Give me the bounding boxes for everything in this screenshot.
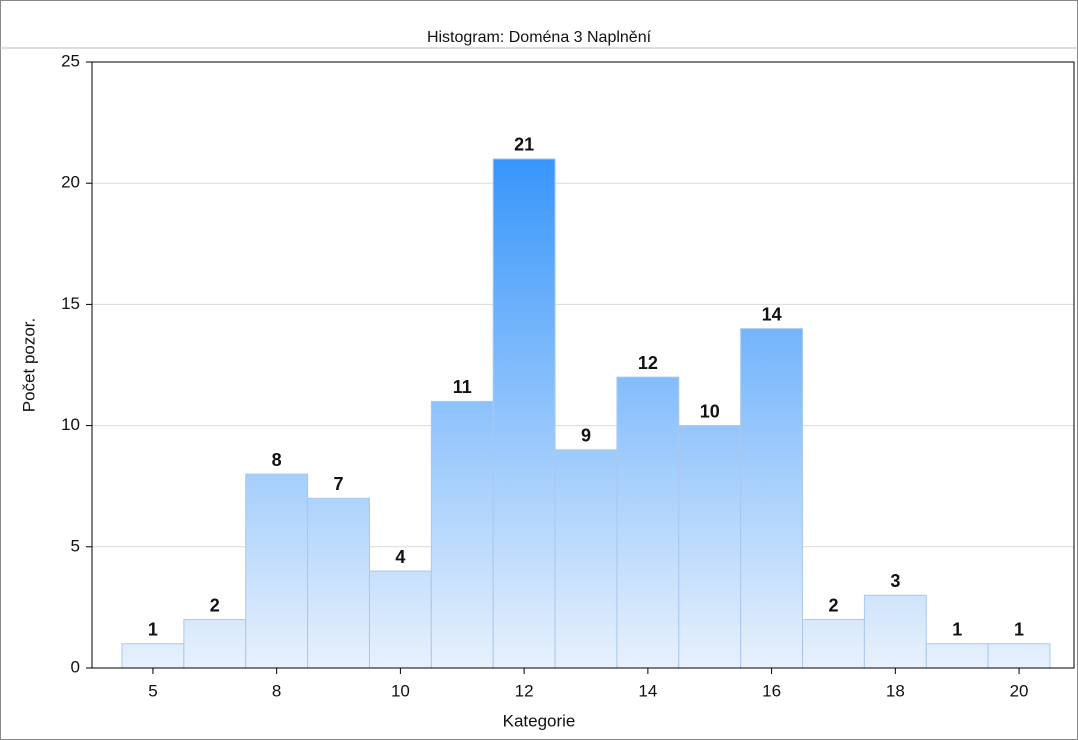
value-label: 12 xyxy=(638,353,658,373)
x-tick-label: 12 xyxy=(515,681,534,700)
y-tick-label: 25 xyxy=(61,51,80,70)
bar xyxy=(987,643,1051,669)
y-tick-label: 5 xyxy=(71,536,80,555)
value-label: 11 xyxy=(453,377,472,397)
bar xyxy=(307,497,370,669)
bar xyxy=(925,643,989,669)
y-tick-label: 20 xyxy=(61,173,80,192)
bar xyxy=(492,158,556,669)
value-label: 10 xyxy=(700,401,720,421)
value-label: 21 xyxy=(514,135,534,155)
value-label: 9 xyxy=(581,426,591,446)
value-label: 3 xyxy=(890,571,900,591)
bar xyxy=(863,594,927,669)
bar xyxy=(245,473,309,669)
bar xyxy=(368,570,432,669)
bar xyxy=(121,643,185,669)
y-tick-label: 15 xyxy=(61,294,80,313)
value-label: 14 xyxy=(762,304,782,324)
plot-border xyxy=(91,61,1075,669)
value-label: 2 xyxy=(828,595,838,615)
x-tick-label: 5 xyxy=(148,681,157,700)
bar xyxy=(802,619,865,669)
value-label: 1 xyxy=(952,620,962,640)
x-tick-label: 20 xyxy=(1010,681,1029,700)
value-label: 2 xyxy=(210,595,220,615)
plot-area: 0510152025152887410112112912141014162318… xyxy=(61,51,1075,700)
value-label: 1 xyxy=(1014,620,1024,640)
chart-title: Histogram: Doména 3 Naplnění xyxy=(427,29,652,46)
y-tick-label: 0 xyxy=(71,657,80,676)
bar xyxy=(616,376,680,669)
value-label: 7 xyxy=(334,474,344,494)
bar xyxy=(554,449,618,669)
x-tick-label: 16 xyxy=(762,681,781,700)
bar xyxy=(430,400,494,669)
x-tick-label: 18 xyxy=(886,681,905,700)
value-label: 1 xyxy=(148,620,158,640)
x-tick-label: 10 xyxy=(391,681,410,700)
x-axis-label: Kategorie xyxy=(503,711,576,730)
x-tick-label: 8 xyxy=(272,681,281,700)
y-tick-label: 10 xyxy=(61,415,80,434)
bar xyxy=(740,328,804,669)
x-tick-label: 14 xyxy=(638,681,657,700)
y-axis-label: Počet pozor. xyxy=(19,318,38,413)
bar xyxy=(678,425,742,669)
bar xyxy=(183,619,247,669)
value-label: 4 xyxy=(395,547,405,567)
value-label: 8 xyxy=(272,450,282,470)
